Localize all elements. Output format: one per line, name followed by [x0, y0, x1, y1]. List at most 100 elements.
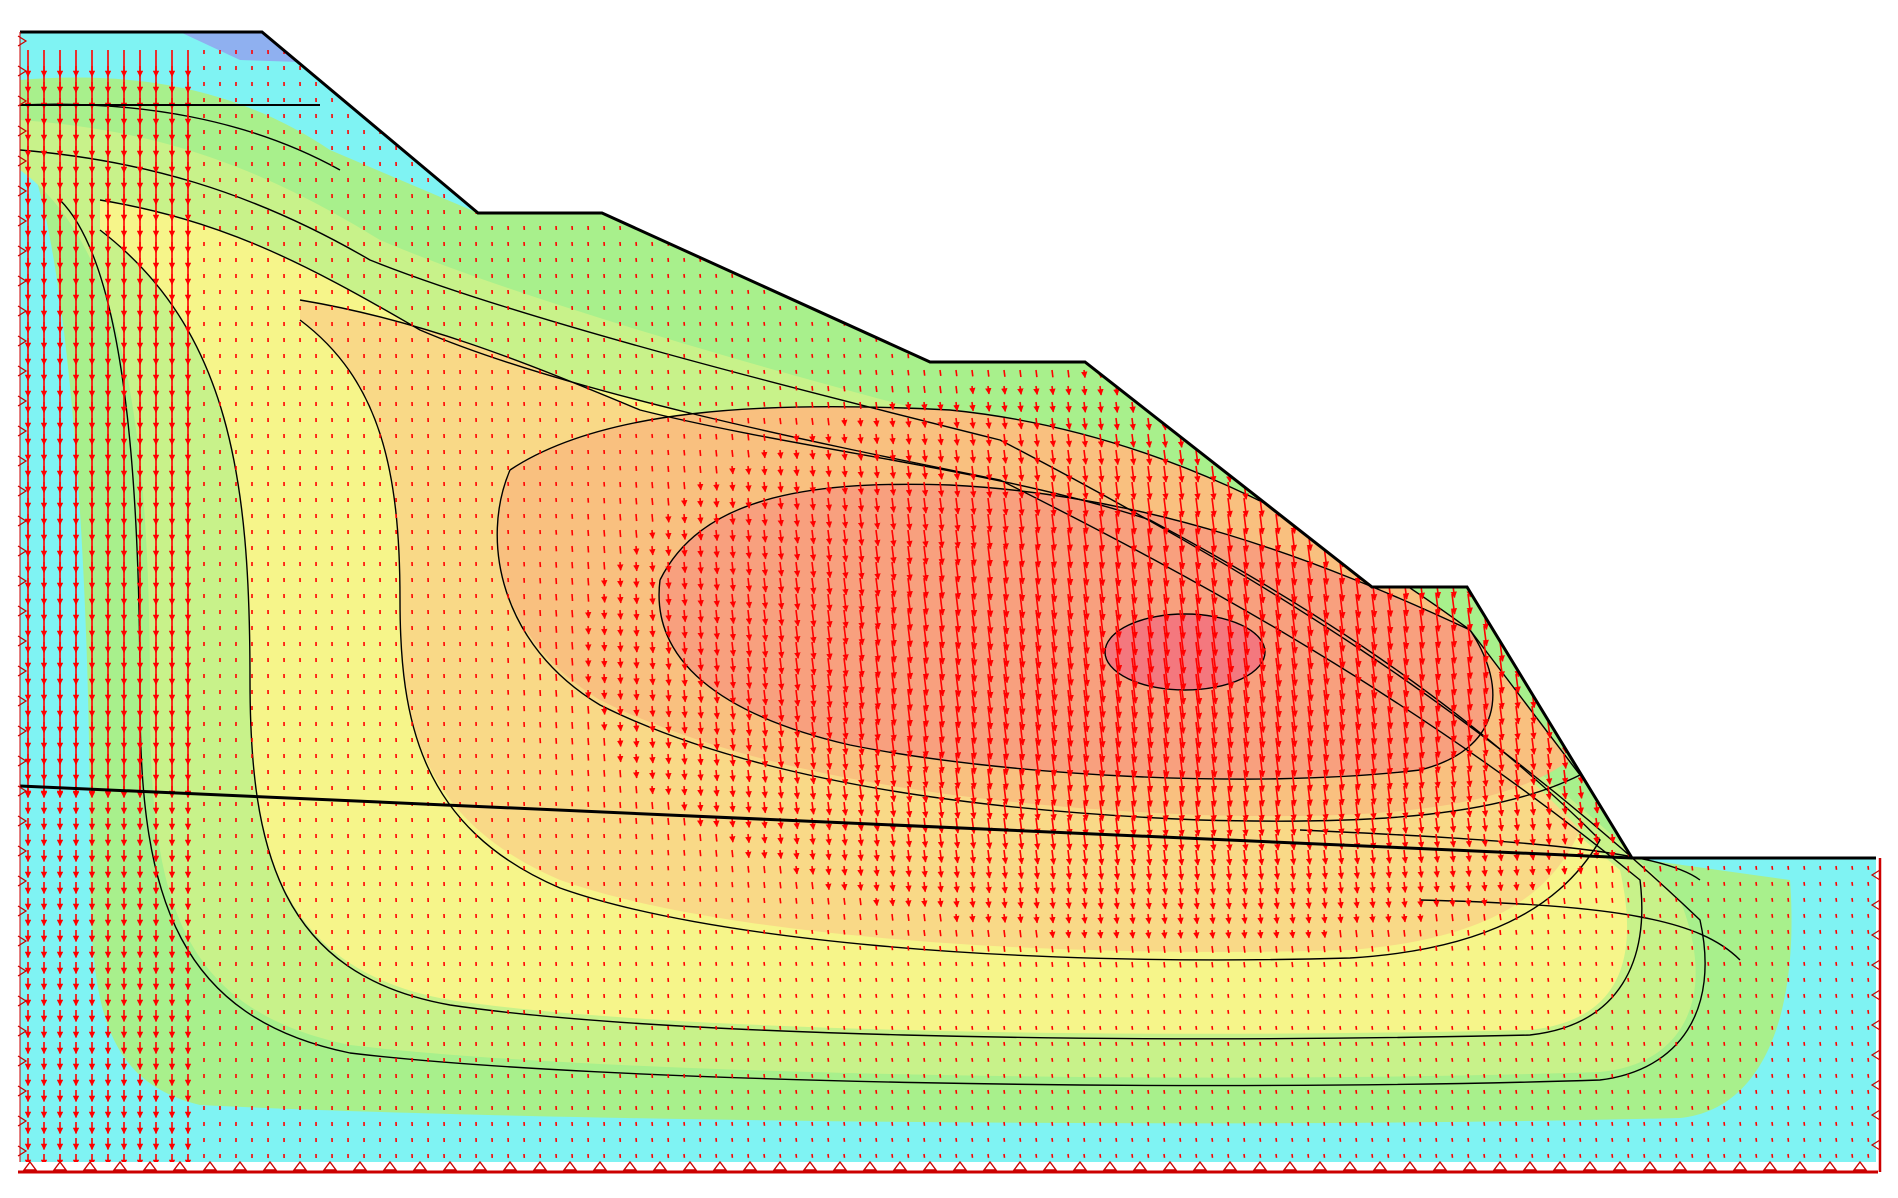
arrow-icon [987, 321, 990, 326]
arrow-icon [1370, 561, 1378, 584]
arrow-icon [1241, 417, 1248, 431]
arrow-icon [1689, 609, 1696, 622]
arrow-icon [1451, 129, 1454, 134]
arrow-icon [939, 65, 942, 70]
arrow-icon [809, 449, 816, 460]
arrow-icon [1434, 545, 1441, 566]
arrow-icon [859, 129, 862, 134]
arrow-icon [1707, 385, 1710, 390]
arrow-icon [843, 129, 846, 134]
arrow-icon [1625, 465, 1632, 475]
arrow-icon [1051, 353, 1054, 361]
arrow-icon [1769, 673, 1776, 683]
arrow-icon [1609, 561, 1617, 576]
arrow-icon [1467, 305, 1470, 310]
arrow-icon [1529, 513, 1537, 529]
arrow-icon [729, 545, 736, 559]
arrow-icon [827, 129, 830, 134]
arrow-icon [859, 321, 862, 326]
arrow-icon [1499, 65, 1502, 70]
arrow-icon [1131, 177, 1134, 182]
arrow-icon [1595, 161, 1598, 166]
arrow-icon [1593, 577, 1601, 593]
arrow-icon [1787, 113, 1790, 118]
arrow-icon [793, 561, 801, 578]
arrow-icon [1035, 273, 1038, 278]
arrow-icon [1002, 513, 1009, 533]
arrow-icon [729, 593, 737, 608]
arrow-icon [1306, 513, 1313, 534]
arrow-icon [1483, 401, 1486, 410]
arrow-icon [971, 81, 974, 86]
arrow-icon [1483, 225, 1486, 230]
arrow-icon [1099, 241, 1102, 246]
arrow-icon [1689, 513, 1696, 524]
arrow-icon [633, 721, 640, 732]
arrow-icon [1163, 257, 1166, 262]
arrow-icon [1659, 401, 1662, 406]
arrow-icon [811, 225, 814, 230]
arrow-icon [858, 545, 865, 563]
arrow-icon [955, 209, 958, 214]
arrow-icon [1258, 529, 1266, 552]
arrow-icon [1099, 161, 1102, 166]
arrow-icon [665, 673, 672, 686]
arrow-icon [555, 673, 558, 681]
arrow-icon [1835, 337, 1838, 342]
arrow-icon [1595, 369, 1598, 374]
arrow-icon [1579, 49, 1582, 54]
arrow-icon [1707, 289, 1710, 294]
arrow-icon [1851, 641, 1854, 648]
arrow-icon [1641, 689, 1649, 704]
arrow-icon [1819, 241, 1822, 246]
arrow-icon [1819, 321, 1822, 326]
arrow-icon [874, 577, 881, 597]
arrow-icon [1835, 129, 1838, 134]
arrow-icon [1291, 145, 1294, 150]
arrow-icon [1611, 113, 1614, 118]
arrow-icon [1467, 81, 1470, 86]
arrow-icon [1275, 81, 1278, 86]
arrow-icon [953, 417, 960, 429]
arrow-icon [1227, 241, 1230, 246]
arrow-icon [1275, 209, 1278, 214]
arrow-icon [794, 609, 801, 627]
arrow-icon [1689, 673, 1696, 687]
arrow-icon [1641, 561, 1648, 575]
arrow-icon [922, 609, 930, 632]
arrow-icon [1019, 593, 1026, 619]
arrow-icon [745, 481, 752, 492]
arrow-icon [1707, 193, 1710, 198]
arrow-icon [571, 657, 574, 666]
arrow-icon [683, 449, 686, 456]
arrow-icon [681, 609, 688, 623]
arrow-icon [795, 289, 798, 294]
arrow-icon [1515, 145, 1518, 150]
arrow-icon [1867, 161, 1870, 166]
arrow-icon [1067, 273, 1070, 278]
arrow-icon [1707, 417, 1710, 422]
arrow-icon [857, 497, 865, 513]
arrow-icon [1657, 625, 1665, 640]
arrow-icon [1099, 97, 1102, 102]
arrow-icon [1867, 561, 1870, 566]
arrow-icon [1467, 49, 1470, 54]
arrow-icon [1339, 145, 1342, 150]
arrow-icon [1114, 497, 1121, 518]
arrow-icon [1627, 273, 1630, 278]
arrow-icon [1179, 545, 1186, 570]
arrow-icon [1291, 129, 1294, 134]
arrow-icon [1337, 385, 1344, 396]
arrow-icon [1611, 417, 1614, 424]
arrow-icon [1114, 465, 1121, 483]
arrow-icon [1835, 161, 1838, 166]
arrow-icon [1547, 257, 1550, 262]
arrow-icon [1562, 721, 1569, 739]
arrow-icon [875, 321, 878, 326]
arrow-icon [1787, 497, 1790, 503]
arrow-icon [1466, 545, 1473, 565]
arrow-icon [1530, 625, 1537, 645]
arrow-icon [1273, 385, 1280, 396]
arrow-icon [1227, 561, 1234, 587]
arrow-icon [1577, 465, 1584, 477]
